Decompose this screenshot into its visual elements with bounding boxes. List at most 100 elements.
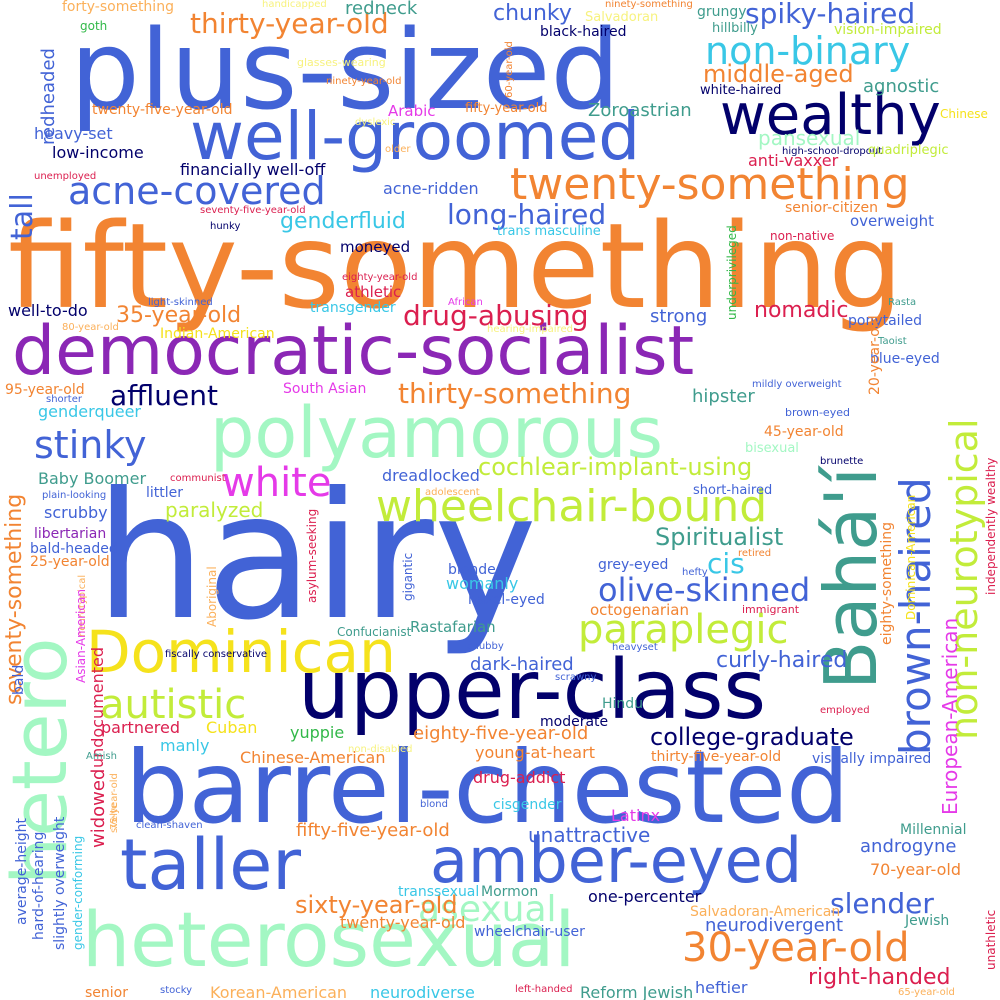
word-gigantic: gigantic (401, 552, 415, 601)
word-retired: retired (738, 548, 772, 559)
word-80-year-old: 80-year-old (62, 322, 119, 333)
word-paralyzed: paralyzed (165, 498, 264, 522)
word-littler: littler (146, 485, 184, 501)
word-thirty-five-year-old: thirty-five-year-old (651, 749, 782, 765)
word-well-groomed: well-groomed (190, 98, 641, 175)
word-45-year-old: 45-year-old (764, 424, 844, 440)
word-slightly-overweight: slightly overweight (52, 816, 68, 950)
word-upper-class: upper-class (298, 643, 767, 738)
word-heftier: heftier (695, 978, 748, 997)
word-jewish: Jewish (905, 913, 950, 929)
word-low-income: low-income (52, 143, 144, 162)
word-ponytailed: ponytailed (848, 313, 922, 329)
word-yuppie: yuppie (290, 723, 345, 742)
word-partnered: partnered (101, 718, 181, 737)
word-thirty-year-old: thirty-year-old (190, 7, 389, 40)
word-dominican-american: Dominican-American (904, 494, 918, 620)
word-scrawny: scrawny (555, 672, 597, 683)
word-plus-sized: plus-sized (70, 6, 621, 134)
word-affluent: affluent (110, 379, 218, 412)
word-grey-eyed: grey-eyed (598, 557, 669, 573)
word-chinese: Chinese (940, 107, 988, 121)
word-senior-citizen: senior-citizen (785, 200, 878, 216)
word-neurodiverse: neurodiverse (370, 983, 475, 1000)
word-high-school-dropout: high-school-dropout (782, 146, 883, 157)
word-african: African (448, 297, 483, 308)
word-androgyne: androgyne (860, 836, 957, 857)
word-white: white (222, 460, 332, 506)
word-undocumented: undocumented (88, 646, 107, 768)
word-blond: blond (420, 799, 448, 810)
word-independently-wealthy: independently wealthy (984, 457, 998, 595)
word-paraplegic: paraplegic (578, 607, 789, 653)
word-asexual: asexual (418, 889, 557, 930)
word-average-height: average-height (14, 818, 30, 925)
word-stinky: stinky (34, 423, 147, 467)
word-redneck: redneck (345, 0, 418, 19)
word-svelte: svelte (109, 802, 120, 833)
word-mildly-overweight: mildly overweight (752, 379, 842, 390)
word-seventy-five-year-old: seventy-five-year-old (200, 205, 306, 216)
word-older: older (385, 144, 411, 155)
word-agnostic: agnostic (863, 76, 940, 97)
word-tall: tall (5, 193, 40, 240)
word-light-skinned: light-skinned (148, 297, 213, 308)
word-drug-addict: drug-addict (473, 768, 566, 787)
word-widowed: widowed (88, 768, 109, 848)
word-manly: manly (160, 736, 210, 755)
word-salvadoran-american: Salvadoran-American (690, 904, 841, 920)
word-hunky: hunky (210, 221, 241, 232)
word-goth: goth (80, 19, 108, 33)
word-bald: bald (11, 664, 27, 695)
word-white-haired: white-haired (700, 83, 782, 98)
word-pansexual: pansexual (758, 126, 861, 150)
word-vision-impaired: vision-impaired (834, 22, 942, 38)
word-70-year-old: 70-year-old (870, 860, 961, 879)
word-amber-eyed: amber-eyed (430, 824, 803, 897)
word-moderate: moderate (540, 714, 609, 730)
word-plain-looking: plain-looking (42, 490, 107, 501)
word-fifty-five-year-old: fifty-five-year-old (296, 820, 450, 841)
word-hefty: hefty (682, 567, 708, 578)
word-non-disabled: non-disabled (348, 744, 413, 755)
word-libertarian: libertarian (34, 526, 107, 542)
word-nomadic: nomadic (754, 298, 849, 323)
word-confucianist: Confucianist (337, 625, 412, 639)
word-wealthy: wealthy (720, 83, 941, 148)
word-communist: communist (170, 473, 226, 484)
word-democratic-socialist: democratic-socialist (12, 312, 695, 391)
word-hindu: Hindu (602, 696, 644, 712)
word-one-percenter: one-percenter (588, 887, 702, 906)
word-brown-eyed: brown-eyed (785, 406, 850, 419)
word-chubby: chubby (467, 641, 504, 652)
word-anti-vaxxer: anti-vaxxer (748, 151, 839, 170)
word-35-year-old: 35-year-old (116, 303, 242, 328)
word-gender-conforming: gender-conforming (71, 835, 85, 950)
word-heavy-set: heavy-set (34, 124, 113, 143)
word-unemployed: unemployed (34, 171, 97, 182)
word-well-to-do: well-to-do (8, 301, 88, 320)
word-quadriplegic: quadriplegic (868, 143, 949, 158)
word-young-at-heart: young-at-heart (475, 743, 595, 762)
word-octogenarian: octogenarian (590, 601, 689, 619)
word-baby-boomer: Baby Boomer (38, 469, 147, 488)
word-left-handed: left-handed (515, 984, 573, 995)
word-wheelchair-bound: wheelchair-bound (376, 481, 768, 532)
word-long-haired: long-haired (447, 198, 607, 231)
word-65-year-old: 65-year-old (898, 987, 955, 998)
word-womanly: womanly (446, 574, 519, 593)
word-dreadlocked: dreadlocked (382, 466, 480, 485)
word-25-year-old: 25-year-old (30, 554, 110, 570)
word-slender: slender (830, 887, 934, 920)
word-twenty-year-old: twenty-year-old (340, 913, 466, 932)
word-short-haired: short-haired (693, 483, 773, 498)
word-taoist: Taoist (878, 336, 907, 347)
word-dominican: Dominican (86, 618, 396, 686)
word-bisexual: bisexual (745, 441, 799, 456)
word-overweight: overweight (850, 212, 935, 230)
word-mormon: Mormon (481, 884, 539, 900)
word-dark-haired: dark-haired (470, 654, 574, 675)
word-shorter: shorter (46, 394, 82, 405)
word-chinese-american: Chinese-American (240, 748, 386, 767)
